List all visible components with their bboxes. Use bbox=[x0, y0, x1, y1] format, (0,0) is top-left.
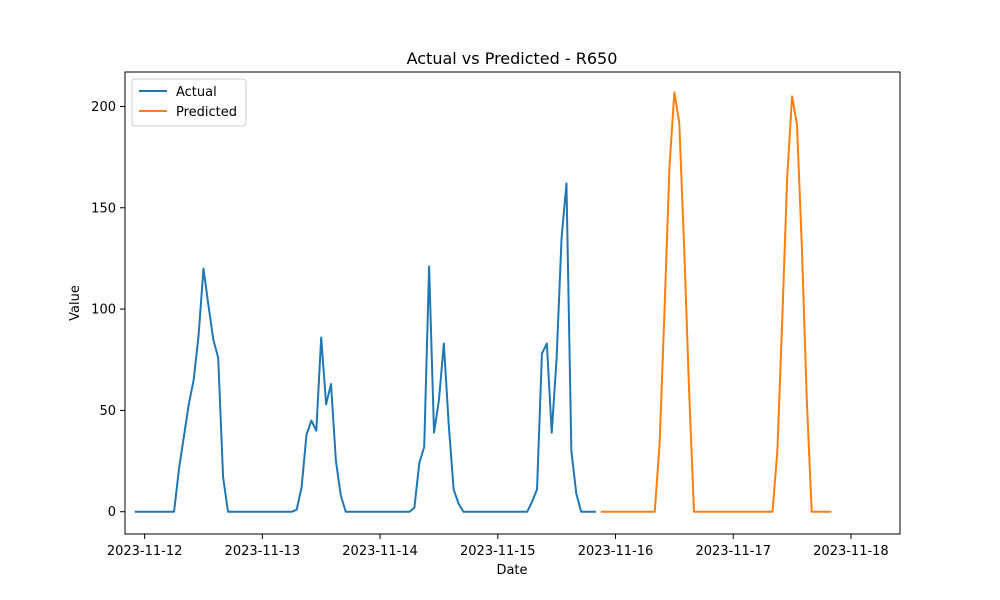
x-tick-label: 2023-11-16 bbox=[578, 544, 654, 559]
y-tick-label: 200 bbox=[91, 100, 116, 115]
y-axis-label: Value bbox=[68, 285, 83, 321]
x-tick-label: 2023-11-13 bbox=[225, 544, 301, 559]
y-tick-label: 150 bbox=[91, 201, 116, 216]
x-tick-label: 2023-11-14 bbox=[342, 544, 418, 559]
x-tick-label: 2023-11-15 bbox=[460, 544, 536, 559]
x-axis-label: Date bbox=[496, 563, 527, 578]
y-tick-label: 50 bbox=[99, 404, 116, 419]
series-line-actual bbox=[134, 182, 596, 513]
legend: Actual Predicted bbox=[131, 78, 247, 127]
x-tick-label: 2023-11-17 bbox=[695, 544, 771, 559]
y-tick-label: 0 bbox=[108, 505, 116, 520]
legend-label-actual: Actual bbox=[176, 85, 217, 100]
chart-title: Actual vs Predicted - R650 bbox=[407, 49, 618, 68]
series-line-predicted bbox=[600, 91, 832, 513]
plot-frame bbox=[124, 71, 901, 535]
x-tick-label: 2023-11-12 bbox=[107, 544, 183, 559]
legend-label-predicted: Predicted bbox=[176, 105, 237, 120]
plot-area bbox=[134, 91, 832, 513]
y-tick-label: 100 bbox=[91, 303, 116, 318]
x-tick-label: 2023-11-18 bbox=[813, 544, 889, 559]
axis-ticks: 2023-11-12 2023-11-13 2023-11-14 2023-11-15… bbox=[91, 100, 889, 559]
